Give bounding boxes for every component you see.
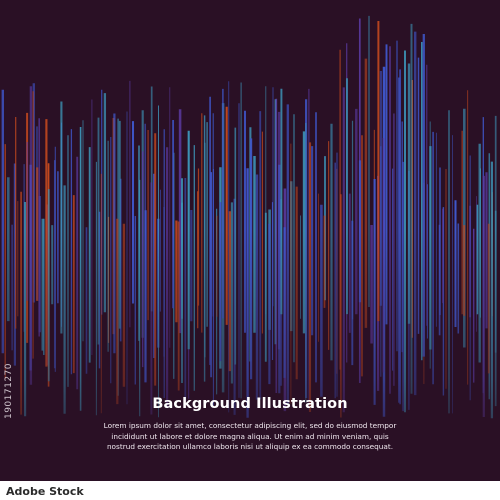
caption-line: Lorem ipsum dolor sit amet, consectetur … [103, 421, 397, 430]
caption-body: Lorem ipsum dolor sit amet, consectetur … [90, 421, 410, 453]
caption-title: Background Illustration [152, 396, 348, 412]
bottom-strip: Adobe Stock [0, 481, 500, 500]
bottom-fade [0, 230, 500, 500]
stock-logo: Adobe Stock [6, 485, 84, 498]
caption-line: nostrud exercitation ullamco laboris nis… [106, 442, 394, 452]
stock-id-label: 190171270 [4, 362, 14, 420]
caption-line: incididunt ut labore et dolore magna ali… [111, 431, 389, 441]
caption-block: Background Illustration Lorem ipsum dolo… [90, 396, 410, 453]
